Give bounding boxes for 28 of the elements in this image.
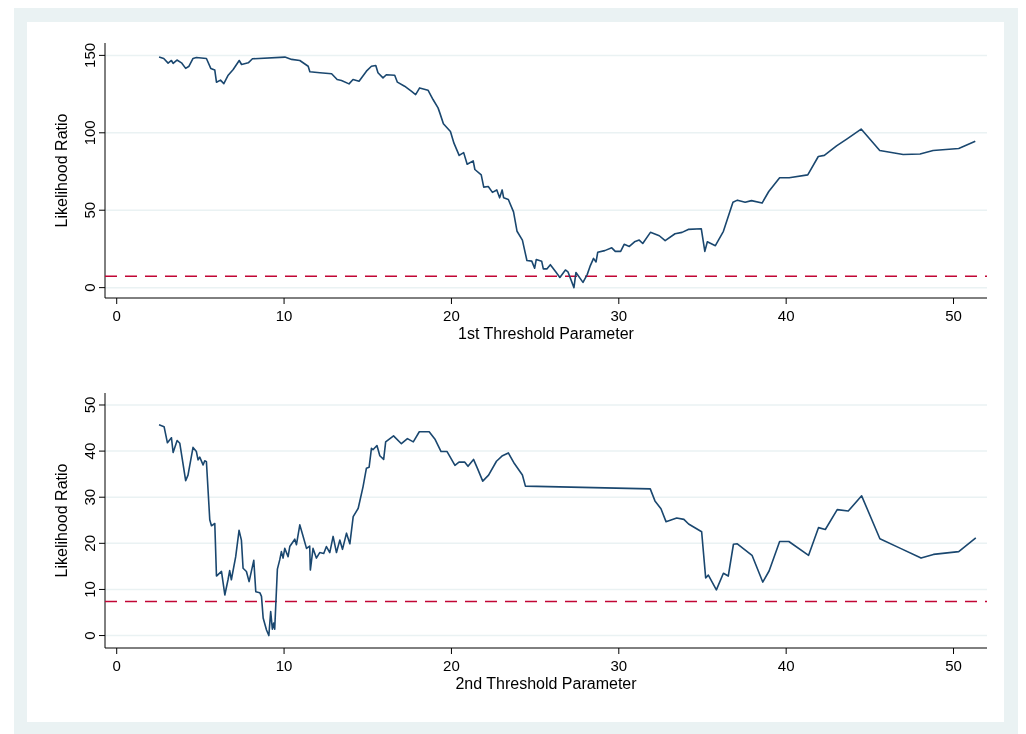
- x-tick-label: 40: [777, 307, 795, 324]
- y-tick-label: 50: [81, 396, 98, 414]
- y-tick-label: 0: [81, 283, 98, 292]
- y-tick-label: 20: [81, 534, 98, 552]
- x-tick-label: 10: [275, 307, 293, 324]
- y-axis-title: Likelihood Ratio: [53, 113, 70, 228]
- y-tick-label: 100: [81, 120, 98, 146]
- y-tick-label: 10: [81, 581, 98, 598]
- line-series: [158, 56, 977, 289]
- y-tick-label: 50: [81, 201, 98, 219]
- y-axis-title: Likelihood Ratio: [53, 463, 70, 578]
- x-tick-label: 30: [610, 657, 628, 674]
- x-tick-label: 50: [945, 657, 962, 674]
- x-axis-title: 1st Threshold Parameter: [458, 325, 635, 342]
- x-tick-label: 0: [112, 657, 121, 674]
- y-tick-label: 0: [81, 631, 98, 640]
- x-tick-label: 30: [610, 307, 628, 324]
- x-tick-label: 40: [777, 657, 795, 674]
- x-tick-label: 0: [112, 307, 121, 324]
- x-axis-title: 2nd Threshold Parameter: [455, 675, 638, 692]
- x-tick-label: 50: [945, 307, 962, 324]
- line-series: [158, 424, 977, 637]
- y-tick-label: 40: [81, 442, 98, 460]
- y-tick-label: 30: [81, 488, 98, 506]
- x-tick-label: 10: [275, 657, 293, 674]
- y-tick-label: 150: [81, 42, 98, 68]
- x-tick-label: 20: [443, 307, 460, 324]
- x-tick-label: 20: [443, 657, 460, 674]
